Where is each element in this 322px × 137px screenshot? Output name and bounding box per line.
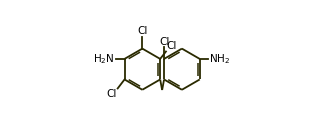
Text: Cl: Cl xyxy=(166,41,177,51)
Text: NH$_2$: NH$_2$ xyxy=(209,52,230,66)
Text: Cl: Cl xyxy=(137,26,147,36)
Text: Cl: Cl xyxy=(159,37,169,47)
Text: Cl: Cl xyxy=(107,89,117,99)
Text: H$_2$N: H$_2$N xyxy=(93,52,115,66)
